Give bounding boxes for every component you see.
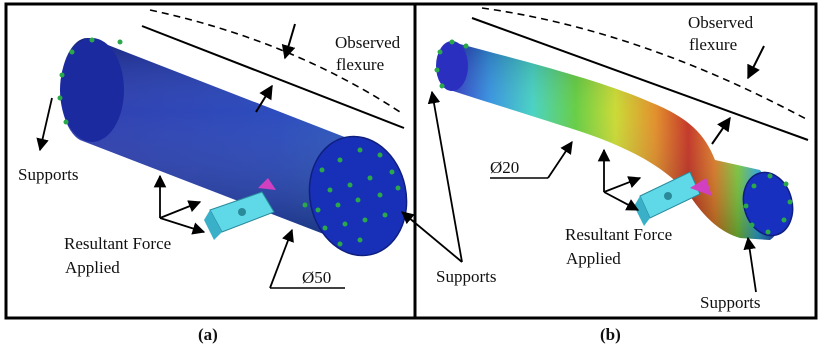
supports-arrow-shared-a (401, 211, 463, 263)
flexure-dashed-b (481, 7, 809, 121)
supports-arrow-shared-b (427, 90, 463, 263)
panel-a: Observed flexure Supports Resultant Forc… (18, 9, 408, 289)
flexure-arrow-a-bottom (255, 84, 273, 113)
observed-label-a-1: Observed (335, 33, 401, 52)
tool-insert-a (204, 178, 276, 240)
force-arrow-a-3 (159, 217, 206, 235)
supports-a-end-face (302, 147, 401, 247)
supports-label-center: Supports (436, 267, 496, 286)
force-arrow-a-2 (159, 200, 202, 219)
force-label-b-1: Resultant Force (565, 225, 672, 244)
diameter-leader-b (547, 140, 573, 179)
supports-arrow-a-left (36, 97, 53, 152)
supports-a-left-rim (57, 37, 123, 125)
flexure-arrow-b-top (747, 45, 765, 80)
flexure-solid-b (471, 17, 809, 141)
force-arrow-b-2 (603, 176, 642, 193)
cylinder-b-left-cap (436, 41, 468, 91)
caption-a: (a) (198, 325, 218, 344)
flexure-solid-a (141, 25, 405, 129)
figure-border (4, 2, 818, 320)
supports-b-left-rim (434, 39, 469, 89)
force-label-b-2: Applied (566, 249, 621, 268)
flexure-arrow-a-top (281, 23, 296, 60)
observed-label-a-2: flexure (336, 55, 384, 74)
force-arrow-b-3 (603, 191, 640, 211)
shared-supports: Supports (401, 90, 496, 286)
observed-label-b-1: Observed (688, 13, 754, 32)
observed-label-b-2: flexure (689, 35, 737, 54)
force-label-a-2: Applied (65, 258, 120, 277)
supports-label-a-left: Supports (18, 165, 78, 184)
supports-b-end-face (743, 173, 793, 235)
diameter-label-b: Ø20 (490, 158, 519, 177)
cylinder-a-end-face (308, 135, 408, 257)
flexure-arrow-b-bottom (711, 116, 731, 145)
supports-label-b-bottom: Supports (700, 293, 760, 312)
supports-arrow-b-bottom (743, 236, 757, 293)
caption-b: (b) (600, 325, 621, 344)
diameter-leader-a (269, 228, 294, 289)
panel-b: Observed flexure Ø20 Resultant Force App… (434, 7, 809, 312)
cylinder-a-left-cap (60, 38, 124, 142)
diameter-label-a: Ø50 (302, 268, 331, 287)
cylinder-b-end-face (742, 171, 794, 237)
force-label-a-1: Resultant Force (64, 234, 171, 253)
